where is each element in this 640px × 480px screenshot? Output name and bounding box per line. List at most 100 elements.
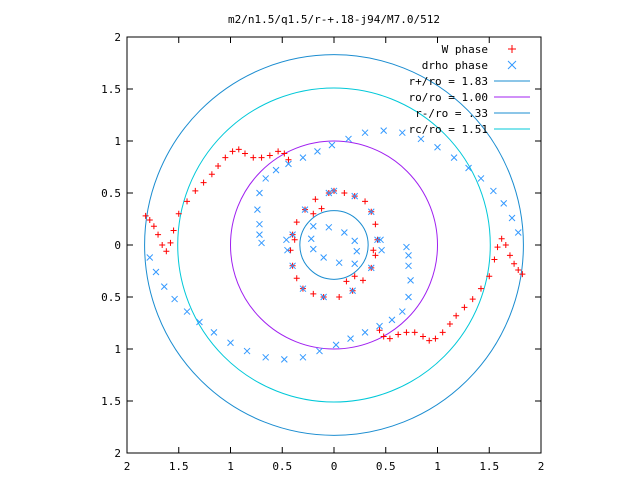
y-tick-label-5: 0.5	[101, 187, 121, 200]
series-0-point-3	[155, 231, 162, 238]
series-0-point-7	[170, 227, 177, 234]
series-0-point-72	[310, 210, 317, 217]
series-0-point-28	[502, 242, 509, 248]
series-0-point-71	[318, 205, 325, 212]
series-0-point-24	[519, 271, 526, 278]
series-1	[146, 127, 522, 363]
series-0-point-31	[491, 256, 498, 263]
series-0-point-4	[159, 242, 166, 248]
x-tick-label-0: 2	[124, 460, 131, 473]
series-1-point-26	[477, 175, 485, 182]
chart-title: m2/n1.5/q1.5/r-+.18-j94/M7.0/512	[228, 13, 440, 26]
series-0-point-17	[241, 150, 248, 157]
series-1-point-64	[320, 293, 328, 301]
y-tick-label-3: 0.5	[101, 291, 121, 304]
legend-label-4: r-/ro = .33	[415, 107, 488, 120]
series-1-point-22	[514, 229, 522, 236]
y-tick-label-1: 1.5	[101, 395, 121, 408]
series-1-point-60	[367, 208, 375, 216]
series-layer	[142, 127, 526, 363]
series-1-point-8	[243, 347, 251, 355]
x-tick-label-2: 1	[227, 460, 234, 473]
series-0-point-45	[386, 335, 393, 342]
series-1-point-63	[349, 287, 356, 295]
series-1-point-15	[361, 329, 369, 336]
series-0-point-76	[291, 236, 298, 243]
series-0-point-26	[511, 260, 518, 267]
axis-ticks: 2 1.5 1 0.5 0 0.5 1 1.5 221.510.500.511.52	[101, 31, 544, 473]
series-1-point-52	[353, 247, 361, 255]
series-1-point-59	[351, 192, 359, 200]
legend-sample-1	[507, 60, 517, 70]
series-1-point-18	[398, 308, 406, 315]
series-1-point-2	[160, 283, 168, 290]
series-1-point-33	[361, 129, 369, 137]
series-1-point-48	[309, 222, 317, 230]
series-0-point-65	[287, 247, 294, 254]
x-tick-label-4: 0	[331, 460, 338, 473]
circle-2	[299, 210, 369, 280]
series-0-point-29	[498, 235, 505, 242]
y-tick-label-6: 1	[114, 135, 121, 148]
series-1-point-19	[405, 293, 412, 301]
series-1-point-39	[272, 166, 280, 174]
y-tick-label-4: 0	[114, 239, 121, 252]
series-1-point-49	[325, 223, 333, 231]
series-0-point-46	[380, 333, 387, 340]
series-0-point-20	[266, 152, 273, 159]
series-0-point-43	[403, 329, 410, 336]
series-0-point-0	[142, 212, 149, 219]
series-1-point-46	[403, 243, 410, 251]
series-0-point-59	[336, 294, 343, 300]
series-0-point-12	[208, 171, 215, 178]
series-0-point-6	[167, 239, 174, 246]
series-0-point-13	[215, 162, 222, 169]
series-0-point-15	[229, 148, 236, 155]
legend-label-2: r+/ro = 1.83	[409, 75, 488, 88]
y-tick-label-0: 2	[114, 447, 121, 460]
series-1-point-40	[262, 175, 270, 182]
series-1-point-10	[280, 356, 288, 363]
series-0-point-8	[175, 210, 182, 217]
series-0-point-73	[343, 278, 350, 285]
x-tick-label-3: 0.5	[272, 460, 292, 473]
x-tick-label-1: 1.5	[169, 460, 189, 473]
legend-label-0: W phase	[442, 43, 488, 56]
series-1-point-0	[146, 254, 154, 261]
series-0-point-37	[446, 321, 453, 328]
series-0-point-35	[461, 304, 468, 311]
series-1-point-5	[196, 318, 203, 326]
series-1-point-57	[307, 235, 315, 243]
series-1-point-65	[299, 285, 307, 293]
series-1-point-12	[316, 347, 323, 355]
series-0-point-75	[370, 247, 377, 254]
series-1-point-4	[183, 308, 191, 315]
series-0-point-11	[200, 179, 207, 186]
y-tick-label-7: 1.5	[101, 83, 121, 96]
series-1-point-1	[152, 268, 160, 276]
series-1-point-23	[508, 214, 516, 222]
series-1-point-17	[388, 316, 396, 324]
series-1-point-38	[285, 160, 292, 168]
series-0-point-23	[285, 156, 292, 163]
series-0-point-36	[453, 312, 460, 319]
reference-circles	[144, 54, 524, 436]
series-1-point-56	[309, 245, 317, 253]
series-0-point-18	[250, 154, 257, 161]
series-1-point-9	[262, 353, 270, 361]
series-1-point-11	[299, 353, 307, 361]
series-1-point-29	[434, 143, 441, 151]
series-1-point-44	[258, 239, 265, 247]
series-0-point-41	[420, 333, 427, 340]
series-1-point-32	[380, 127, 388, 134]
series-0-point-27	[506, 252, 513, 259]
series-0-point-51	[362, 198, 369, 205]
x-tick-label-7: 1.5	[479, 460, 499, 473]
series-1-point-47	[405, 252, 412, 259]
series-0-point-34	[469, 296, 476, 303]
series-1-point-30	[417, 135, 425, 143]
x-tick-label-8: 2	[538, 460, 545, 473]
series-0-point-38	[439, 329, 446, 336]
series-0-point-22	[281, 150, 288, 157]
series-0-point-30	[494, 244, 501, 251]
